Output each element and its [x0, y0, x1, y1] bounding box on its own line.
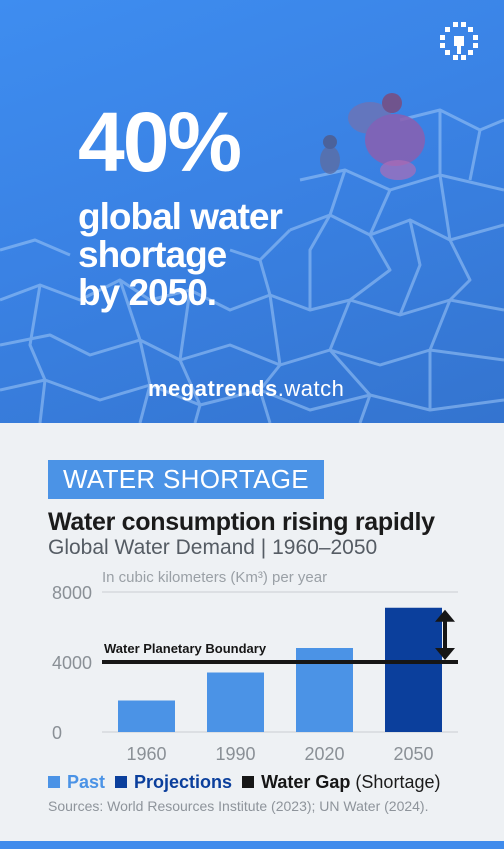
hero-headline-line: global water — [78, 196, 283, 237]
brand-wordmark: megatrends.watch — [148, 376, 344, 402]
brand-bold: megatrends — [148, 376, 278, 401]
brand-suffix: .watch — [277, 376, 345, 401]
hero-banner: 40% global water shortage by 2050. megat… — [0, 0, 504, 423]
water-gap-arrow-up-head — [435, 609, 455, 622]
chart-legend: Past Projections Water Gap (Shortage) — [48, 771, 450, 793]
cracked-earth-background — [0, 93, 504, 423]
legend-item: Past — [48, 772, 105, 793]
y-unit-label: In cubic kilometers (Km³) per year — [102, 569, 327, 586]
legend-swatch — [242, 776, 255, 788]
legend-swatch — [48, 776, 60, 788]
x-tick-label: 1960 — [126, 744, 166, 764]
bar-2050 — [385, 607, 442, 732]
chart-title: Water consumption rising rapidly — [48, 508, 435, 536]
planetary-boundary-label: Water Planetary Boundary — [104, 641, 267, 656]
hero-percent: 40% — [78, 95, 242, 189]
legend-label: Past — [67, 771, 106, 792]
people-figures — [320, 93, 425, 180]
y-tick-label: 0 — [52, 723, 62, 743]
chart-subtitle: Global Water Demand | 1960–2050 — [48, 536, 378, 559]
legend-label: Water Gap — [261, 771, 351, 792]
section-tag: WATER SHORTAGE — [48, 460, 324, 499]
x-tick-label: 2020 — [304, 744, 344, 764]
legend-label: Projections — [134, 771, 233, 792]
bar-1960 — [118, 700, 175, 732]
water-gap-arrow-down-head — [435, 648, 455, 660]
legend-suffix: (Shortage) — [355, 771, 441, 792]
legend-swatch — [115, 776, 128, 788]
water-demand-bar-chart: In cubic kilometers (Km³) per year 0 4000 8… — [52, 569, 458, 764]
y-tick-label: 8000 — [52, 583, 92, 603]
legend-item: Water Gap (Shortage) — [242, 772, 440, 793]
bar-1990 — [207, 672, 264, 732]
bottom-accent-band — [0, 841, 504, 849]
hero-headline-line: shortage — [78, 234, 227, 275]
sources-note: Sources: World Resources Institute (2023… — [48, 798, 429, 814]
x-tick-label: 2050 — [393, 744, 433, 764]
megatrends-logo-icon — [440, 22, 478, 60]
hero-headline: global water shortage by 2050. — [78, 198, 338, 312]
x-tick-label: 1990 — [215, 744, 255, 764]
y-tick-label: 4000 — [52, 653, 92, 673]
hero-headline-line: by 2050. — [78, 272, 217, 313]
legend-item: Projections — [115, 772, 232, 793]
